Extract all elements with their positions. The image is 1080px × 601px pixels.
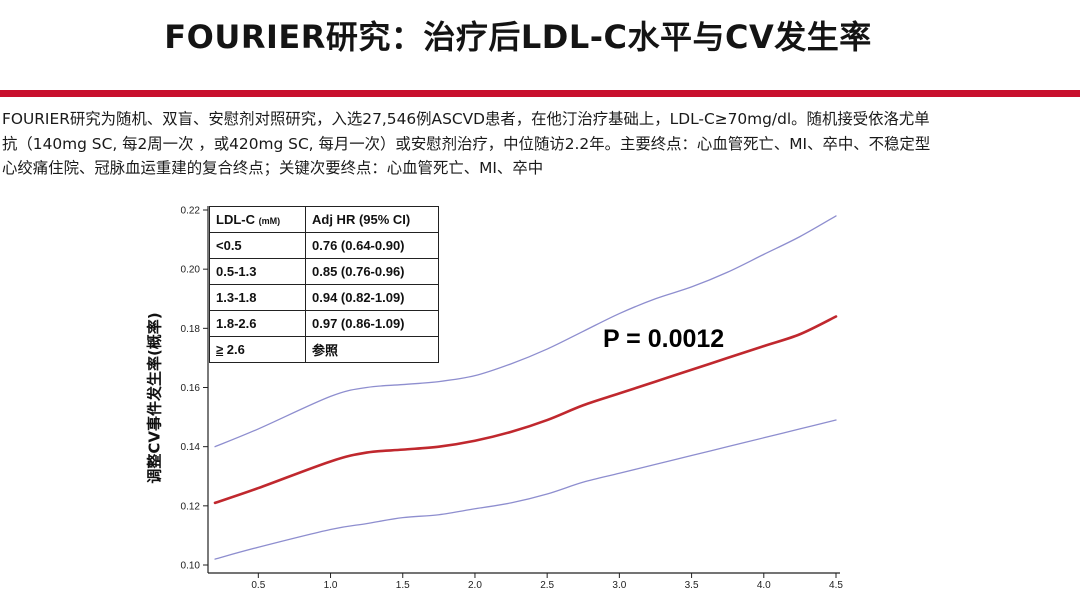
header-ldl-c: LDL-C (mM): [209, 206, 306, 233]
header-adj-hr: Adj HR (95% CI): [305, 206, 439, 233]
slide-title: FOURIER研究：治疗后LDL-C水平与CV发生率: [164, 18, 872, 56]
x-tick-label: 3.0: [612, 580, 626, 591]
ldl-cell: 0.5-1.3: [209, 258, 306, 285]
ldl-cell: 1.3-1.8: [209, 284, 306, 311]
y-tick-label: 0.20: [181, 265, 201, 276]
table-row: 0.5-1.3 0.85 (0.76-0.96): [209, 258, 439, 285]
hr-cell: 0.76 (0.64-0.90): [305, 232, 439, 259]
x-tick-label: 1.5: [396, 580, 410, 591]
table-row: ≥ 2.6 参照: [209, 336, 439, 363]
table-header-row: LDL-C (mM) Adj HR (95% CI): [209, 206, 439, 233]
y-tick-label: 0.18: [181, 324, 201, 335]
y-tick-label: 0.14: [181, 442, 201, 453]
description-line: 抗（140mg SC, 每2周一次 ，或420mg SC, 每月一次）或安慰剂治…: [2, 134, 931, 153]
y-tick-label: 0.22: [181, 206, 201, 217]
x-tick-label: 1.0: [324, 580, 338, 591]
table-row: 1.8-2.6 0.97 (0.86-1.09): [209, 310, 439, 337]
y-tick-label: 0.12: [181, 501, 201, 512]
ldl-cell: <0.5: [209, 232, 306, 259]
p-value-annotation: P = 0.0012: [603, 325, 725, 353]
hr-cell: 0.85 (0.76-0.96): [305, 258, 439, 285]
hr-cell: 参照: [305, 336, 439, 363]
description-line: FOURIER研究为随机、双盲、安慰剂对照研究，入选27,546例ASCVD患者…: [2, 110, 930, 128]
ldl-reference-value: 2.6: [226, 342, 245, 357]
table-row: <0.5 0.76 (0.64-0.90): [209, 232, 439, 259]
y-tick-label: 0.16: [181, 383, 201, 394]
description-line: 心绞痛住院、冠脉血运重建的复合终点；关键次要终点：心血管死亡、MI、卒中: [2, 159, 544, 177]
upper-ci-line: [214, 215, 837, 448]
x-tick-label: 4.5: [829, 580, 843, 591]
table-row: 1.3-1.8 0.94 (0.82-1.09): [209, 284, 439, 311]
x-tick-label: 2.0: [468, 580, 482, 591]
x-tick-label: 4.0: [757, 580, 771, 591]
ldl-cell: 1.8-2.6: [209, 310, 306, 337]
x-tick-label: 2.5: [540, 580, 554, 591]
ldl-cell: ≥ 2.6: [209, 336, 306, 363]
y-axis-label: 调整CV事件发生率(概率): [145, 312, 164, 484]
x-tick-label: 3.5: [685, 580, 699, 591]
header-ldl-label: LDL-C: [216, 212, 255, 227]
ge-symbol: ≥: [216, 342, 224, 357]
estimate-line: [213, 315, 838, 505]
study-description: FOURIER研究为随机、双盲、安慰剂对照研究，入选27,546例ASCVD患者…: [2, 107, 1076, 181]
lower-ci-line: [214, 419, 837, 560]
x-tick-label: 0.5: [251, 580, 265, 591]
hr-cell: 0.97 (0.86-1.09): [305, 310, 439, 337]
y-tick-label: 0.10: [181, 561, 201, 572]
header-ldl-unit: (mM): [258, 216, 281, 226]
title-divider: [0, 90, 1080, 97]
hazard-ratio-table: LDL-C (mM) Adj HR (95% CI) <0.5 0.76 (0.…: [209, 206, 439, 363]
hr-cell: 0.94 (0.82-1.09): [305, 284, 439, 311]
